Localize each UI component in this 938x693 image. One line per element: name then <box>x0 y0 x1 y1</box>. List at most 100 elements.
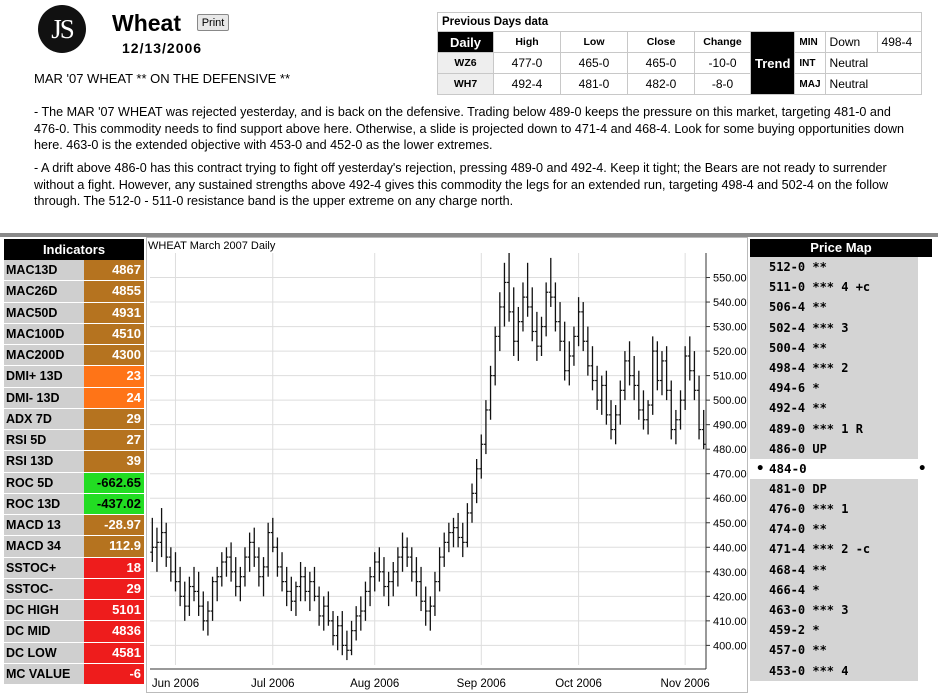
y-tick-label: 550.00 <box>713 273 747 285</box>
indicator-row: RSI 5D 27 <box>4 430 144 452</box>
indicator-value: -28.97 <box>84 515 144 536</box>
indicator-value: 4855 <box>84 281 144 302</box>
price-map-above: 512-0 ** 511-0 *** 4 +c 506-4 ** 502-4 *** … <box>750 257 918 459</box>
ohlc-bar <box>386 571 391 607</box>
ohlc-bar <box>414 557 419 597</box>
y-tick-label: 450.00 <box>713 518 747 530</box>
indicators-list: MAC13D 4867 MAC26D 4855 MAC50D 4931 MAC100D 451… <box>4 260 144 685</box>
indicator-row: MACD 34 112.9 <box>4 536 144 558</box>
indicator-value: 112.9 <box>84 536 144 557</box>
price-level: 489-0 *** 1 R <box>769 421 863 436</box>
ohlc-bar <box>400 532 405 572</box>
ohlc-bar <box>256 547 261 587</box>
ohlc-bar <box>224 547 229 577</box>
indicator-label: MAC13D <box>4 260 84 281</box>
ohlc-bar <box>201 591 206 631</box>
ohlc-bar <box>474 459 479 504</box>
x-tick-label: Jul 2006 <box>251 678 294 690</box>
ohlc-bar <box>571 326 576 366</box>
ohlc-bar <box>409 547 414 582</box>
x-tick-label: Sep 2006 <box>457 678 506 690</box>
ohlc-bar <box>238 566 243 602</box>
indicator-value: 4300 <box>84 345 144 366</box>
ohlc-bar <box>358 596 363 631</box>
x-tick-label: Nov 2006 <box>661 678 710 690</box>
price-level: 492-4 ** <box>769 401 827 416</box>
price-level: 512-0 ** <box>769 260 827 274</box>
ohlc-bar <box>312 566 317 602</box>
indicator-label: MC VALUE <box>4 663 84 684</box>
indicator-value: 4510 <box>84 323 144 344</box>
ohlc-bar <box>558 302 563 352</box>
y-tick-label: 400.00 <box>713 640 747 652</box>
ohlc-bar <box>641 390 646 430</box>
price-level: 471-4 *** 2 -c <box>769 542 871 557</box>
ohlc-bar <box>646 400 651 435</box>
ohlc-bar <box>673 409 678 445</box>
indicator-label: ROC 13D <box>4 493 84 514</box>
indicator-row: ROC 13D -437.02 <box>4 493 144 515</box>
y-tick-label: 430.00 <box>713 567 747 579</box>
ohlc-bar <box>354 606 359 641</box>
price-level: 457-0 ** <box>769 643 827 658</box>
indicator-label: MAC200D <box>4 345 84 366</box>
ohlc-bar <box>368 566 373 607</box>
ohlc-bar <box>618 380 623 425</box>
y-tick-label: 440.00 <box>713 542 747 554</box>
price-level: 468-4 ** <box>769 562 827 577</box>
ohlc-bar <box>530 287 535 342</box>
indicator-label: ADX 7D <box>4 408 84 429</box>
price-level: 476-0 *** 1 <box>769 502 849 517</box>
price-level: 474-0 ** <box>769 522 827 537</box>
ohlc-bar <box>154 527 159 572</box>
ohlc-bar <box>307 571 312 612</box>
ohlc-bar <box>372 552 377 592</box>
ohlc-bar <box>326 591 331 626</box>
ohlc-bar <box>192 566 197 602</box>
indicator-value: 18 <box>84 557 144 578</box>
price-map-current: • 484-0 • <box>750 458 932 479</box>
indicator-value: 29 <box>84 578 144 599</box>
ohlc-bar <box>701 409 706 450</box>
y-tick-label: 490.00 <box>713 420 747 432</box>
report-date: 12/13/2006 <box>122 40 203 56</box>
ohlc-bar <box>340 611 345 656</box>
indicator-row: MAC200D 4300 <box>4 345 144 367</box>
ohlc-bar <box>252 527 257 567</box>
y-tick-label: 480.00 <box>713 444 747 456</box>
ohlc-bar <box>391 562 396 597</box>
y-tick-label: 470.00 <box>713 469 747 481</box>
print-button[interactable]: Print <box>197 14 229 31</box>
indicator-value: 4836 <box>84 621 144 642</box>
ohlc-bar <box>242 547 247 587</box>
indicator-label: DMI+ 13D <box>4 366 84 387</box>
ohlc-bar <box>331 611 336 646</box>
ohlc-bar <box>293 581 298 616</box>
indicator-label: MAC100D <box>4 323 84 344</box>
price-level: 466-4 * <box>769 582 820 597</box>
ohlc-bar <box>395 547 400 587</box>
ohlc-bar <box>423 586 428 626</box>
ohlc-bar <box>613 405 618 445</box>
indicator-value: 27 <box>84 430 144 451</box>
ohlc-bar <box>576 297 581 347</box>
y-tick-label: 520.00 <box>713 346 747 358</box>
ohlc-bar <box>562 321 567 381</box>
ohlc-bar <box>229 542 234 582</box>
current-marker-left: • <box>756 460 765 477</box>
headline: MAR '07 WHEAT ** ON THE DEFENSIVE ** <box>34 71 291 86</box>
ohlc-bar <box>539 316 544 356</box>
ohlc-bar <box>502 262 507 327</box>
indicators-title: Indicators <box>4 239 144 260</box>
chart-bars <box>150 253 706 661</box>
ohlc-bar <box>187 576 192 616</box>
indicator-row: MAC100D 4510 <box>4 323 144 345</box>
indicator-row: DC HIGH 5101 <box>4 600 144 622</box>
ohlc-bar <box>150 517 155 562</box>
indicator-label: MACD 34 <box>4 536 84 557</box>
ohlc-bar <box>173 552 178 592</box>
previous-days-caption: Previous Days data <box>437 12 922 32</box>
indicator-row: DMI- 13D 24 <box>4 387 144 409</box>
y-tick-label: 500.00 <box>713 395 747 407</box>
trend-extra-min: 498-4 <box>876 31 922 53</box>
